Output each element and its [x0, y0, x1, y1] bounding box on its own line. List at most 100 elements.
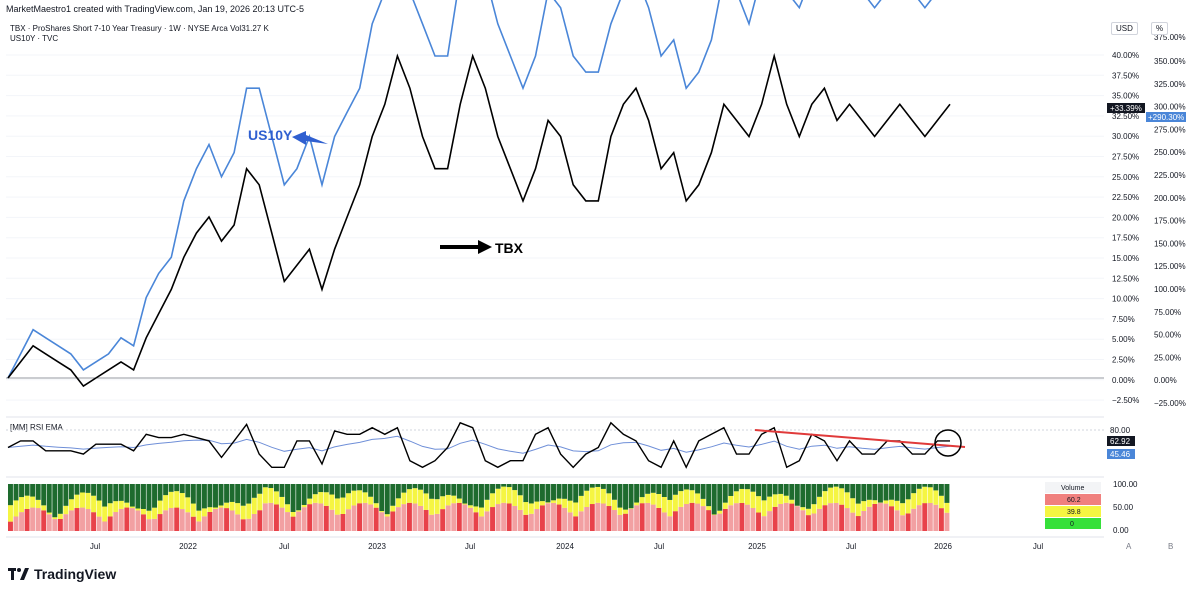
volume-bar-red: [406, 502, 412, 531]
volume-bar-green: [96, 484, 102, 501]
volume-bar-yellow: [190, 503, 196, 517]
left-axis-tick: 35.00%: [1112, 92, 1139, 101]
volume-bar-red: [783, 502, 789, 531]
volume-bar-green: [872, 484, 878, 501]
left-axis-tick: 17.50%: [1112, 234, 1139, 243]
volume-bar-red: [52, 519, 58, 531]
volume-bar-yellow: [434, 499, 440, 514]
volume-bar-red: [152, 518, 158, 531]
volume-bar-red: [728, 505, 734, 531]
volume-bar-yellow: [672, 494, 678, 512]
volume-bar-red: [451, 503, 457, 531]
volume-bar-yellow: [517, 495, 523, 510]
left-axis-tick: 22.50%: [1112, 193, 1139, 202]
auto-scale-button[interactable]: A: [1126, 542, 1132, 551]
volume-bar-yellow: [423, 493, 429, 510]
volume-bar-yellow: [501, 486, 507, 503]
volume-bar-yellow: [667, 499, 673, 517]
volume-bar-yellow: [362, 492, 368, 503]
volume-bar-green: [700, 484, 706, 499]
volume-bar-yellow: [556, 498, 562, 505]
left-axis-tick: 0.00%: [1112, 376, 1135, 385]
volume-bar-yellow: [800, 507, 806, 511]
volume-bar-red: [362, 502, 368, 531]
volume-bar-yellow: [706, 506, 712, 511]
volume-bar-green: [19, 484, 25, 498]
volume-bar-red: [35, 508, 41, 531]
volume-bar-yellow: [922, 486, 928, 504]
volume-bar-green: [257, 484, 263, 494]
symbol-legend[interactable]: TBX · ProShares Short 7-10 Year Treasury…: [10, 24, 269, 33]
volume-bar-yellow: [761, 500, 767, 517]
volume-bar-yellow: [744, 489, 750, 505]
volume-bar-green: [789, 484, 795, 500]
volume-bar-red: [135, 510, 141, 531]
volume-bar-green: [168, 484, 174, 492]
volume-bar-green: [911, 484, 917, 494]
volume-bar-red: [501, 502, 507, 531]
tradingview-logo: TradingView: [8, 566, 116, 582]
volume-bar-yellow: [201, 508, 207, 517]
volume-bar-green: [251, 484, 257, 498]
left-axis-tick: 20.00%: [1112, 213, 1139, 222]
volume-bar-yellow: [35, 499, 41, 509]
volume-bar-red: [689, 502, 695, 531]
volume-bar-red: [661, 512, 667, 531]
volume-bar-yellow: [157, 500, 163, 515]
volume-bar-red: [495, 504, 501, 531]
volume-bar-green: [312, 484, 318, 495]
volume-bar-green: [490, 484, 496, 494]
volume-bar-yellow: [938, 495, 944, 509]
volume-bar-yellow: [606, 493, 612, 507]
time-axis[interactable]: Jul 2022 Jul 2023 Jul 2024 Jul 2025 Jul 2026 Jul: [90, 542, 1043, 551]
volume-bar-red: [794, 506, 800, 531]
volume-bar-red: [74, 508, 80, 531]
volume-bar-green: [467, 484, 473, 506]
left-price-axis[interactable]: 40.00% 37.50% 35.00% 32.50% 30.00% 27.50% 25.0…: [1112, 51, 1139, 405]
volume-bar-yellow: [523, 502, 529, 515]
volume-bar-green: [778, 484, 784, 494]
volume-bar-green: [129, 484, 135, 507]
volume-bar-red: [639, 503, 645, 531]
percent-button[interactable]: %: [1151, 22, 1169, 35]
volume-bar-red: [473, 512, 479, 531]
volume-bar-yellow: [46, 512, 52, 515]
volume-bar-red: [467, 507, 473, 531]
log-scale-button[interactable]: B: [1168, 542, 1173, 551]
volume-bar-red: [80, 507, 85, 531]
volume-bar-yellow: [512, 490, 518, 506]
main-plot-area[interactable]: [6, 38, 1104, 414]
volume-bar-green: [916, 484, 922, 489]
volume-bar-red: [373, 507, 379, 531]
volume-bar-green: [534, 484, 540, 502]
volume-bar-green: [667, 484, 673, 500]
volume-bar-green: [783, 484, 789, 496]
volume-bar-green: [800, 484, 806, 508]
volume-bar-yellow: [634, 502, 640, 506]
volume-bar-green: [528, 484, 534, 504]
volume-bar-green: [506, 484, 512, 488]
volume-bar-green: [35, 484, 41, 500]
volume-bar-red: [168, 507, 174, 531]
volume-bar-green: [894, 484, 900, 501]
volume-bar-green: [695, 484, 701, 494]
volume-bar-green: [828, 484, 834, 488]
right-percent-axis[interactable]: 375.00% 350.00% 325.00% 300.00% 275.00% 250.0…: [1154, 33, 1186, 408]
volume-bar-yellow: [733, 491, 739, 504]
volume-bar-green: [866, 484, 872, 500]
volume-bar-red: [201, 516, 207, 531]
time-axis-label: 2022: [179, 542, 197, 551]
volume-bar-green: [811, 484, 817, 505]
compare-legend[interactable]: US10Y · TVC: [10, 34, 59, 43]
currency-button[interactable]: USD: [1111, 22, 1138, 35]
volume-bar-green: [368, 484, 374, 497]
volume-bar-yellow: [102, 506, 108, 522]
volume-bar-green: [395, 484, 401, 499]
volume-bar-yellow: [490, 493, 496, 508]
volume-bar-green: [412, 484, 418, 489]
volume-bar-green: [817, 484, 822, 497]
volume-bar-red: [805, 515, 811, 531]
volume-bar-green: [190, 484, 196, 504]
rsi-line: [7, 421, 950, 469]
